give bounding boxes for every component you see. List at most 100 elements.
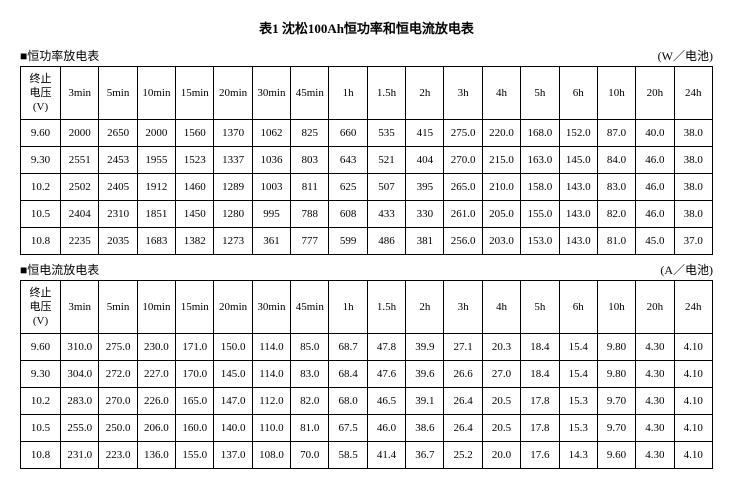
column-header: 20h (636, 281, 674, 334)
data-cell: 58.5 (329, 442, 367, 469)
data-cell: 2453 (99, 147, 137, 174)
column-header: 5min (99, 281, 137, 334)
unit-label: (W／电池) (658, 47, 713, 64)
data-cell: 84.0 (597, 147, 635, 174)
data-cell: 160.0 (176, 415, 214, 442)
data-cell: 40.0 (636, 120, 674, 147)
data-cell: 9.80 (597, 334, 635, 361)
data-cell: 2502 (61, 174, 99, 201)
table-row: 9.60310.0275.0230.0171.0150.0114.085.068… (21, 334, 713, 361)
data-cell: 27.0 (482, 361, 520, 388)
section-label: 恒电流放电表 (20, 261, 99, 278)
data-cell: 38.0 (674, 174, 712, 201)
data-cell: 67.5 (329, 415, 367, 442)
data-cell: 9.60 (597, 442, 635, 469)
data-cell: 226.0 (137, 388, 175, 415)
data-cell: 1523 (176, 147, 214, 174)
data-cell: 381 (406, 228, 444, 255)
data-cell: 25.2 (444, 442, 482, 469)
row-voltage: 10.8 (21, 442, 61, 469)
data-cell: 15.4 (559, 361, 597, 388)
data-cell: 599 (329, 228, 367, 255)
data-cell: 143.0 (559, 174, 597, 201)
data-cell: 1289 (214, 174, 252, 201)
data-cell: 4.30 (636, 442, 674, 469)
table-row: 10.2283.0270.0226.0165.0147.0112.082.068… (21, 388, 713, 415)
data-cell: 36.7 (406, 442, 444, 469)
data-cell: 39.9 (406, 334, 444, 361)
data-cell: 1036 (252, 147, 290, 174)
data-cell: 433 (367, 201, 405, 228)
data-cell: 15.3 (559, 388, 597, 415)
page-title: 表1 沈松100Ah恒功率和恒电流放电表 (20, 18, 713, 37)
row-voltage: 9.60 (21, 334, 61, 361)
data-cell: 1280 (214, 201, 252, 228)
data-cell: 68.4 (329, 361, 367, 388)
data-cell: 777 (291, 228, 329, 255)
data-cell: 625 (329, 174, 367, 201)
data-cell: 1450 (176, 201, 214, 228)
column-header: 2h (406, 67, 444, 120)
column-header: 4h (482, 67, 520, 120)
column-header: 45min (291, 67, 329, 120)
data-cell: 82.0 (597, 201, 635, 228)
row-header-label: 终止电压(V) (21, 67, 61, 120)
data-cell: 395 (406, 174, 444, 201)
data-cell: 17.6 (521, 442, 559, 469)
table-row: 10.2250224051912146012891003811625507395… (21, 174, 713, 201)
data-cell: 20.3 (482, 334, 520, 361)
data-cell: 4.10 (674, 388, 712, 415)
data-cell: 4.10 (674, 334, 712, 361)
column-header: 3min (61, 281, 99, 334)
column-header: 5h (521, 281, 559, 334)
column-header: 3h (444, 281, 482, 334)
data-cell: 81.0 (597, 228, 635, 255)
data-cell: 330 (406, 201, 444, 228)
data-cell: 261.0 (444, 201, 482, 228)
data-cell: 256.0 (444, 228, 482, 255)
data-cell: 203.0 (482, 228, 520, 255)
data-cell: 152.0 (559, 120, 597, 147)
data-cell: 17.8 (521, 415, 559, 442)
data-cell: 38.0 (674, 147, 712, 174)
data-cell: 46.0 (636, 147, 674, 174)
table-section-bar: 恒电流放电表(A／电池) (20, 261, 713, 278)
data-cell: 143.0 (559, 201, 597, 228)
row-voltage: 9.30 (21, 361, 61, 388)
data-cell: 81.0 (291, 415, 329, 442)
data-cell: 1370 (214, 120, 252, 147)
data-cell: 137.0 (214, 442, 252, 469)
data-cell: 255.0 (61, 415, 99, 442)
data-cell: 4.30 (636, 361, 674, 388)
data-cell: 46.0 (367, 415, 405, 442)
data-cell: 4.30 (636, 388, 674, 415)
data-cell: 1273 (214, 228, 252, 255)
column-header: 30min (252, 67, 290, 120)
data-cell: 114.0 (252, 361, 290, 388)
column-header: 3h (444, 67, 482, 120)
table-section-bar: 恒功率放电表(W／电池) (20, 47, 713, 64)
data-cell: 168.0 (521, 120, 559, 147)
data-cell: 163.0 (521, 147, 559, 174)
data-cell: 26.4 (444, 388, 482, 415)
data-cell: 46.0 (636, 174, 674, 201)
data-cell: 304.0 (61, 361, 99, 388)
column-header: 45min (291, 281, 329, 334)
data-cell: 275.0 (99, 334, 137, 361)
data-cell: 45.0 (636, 228, 674, 255)
data-cell: 155.0 (176, 442, 214, 469)
column-header: 15min (176, 281, 214, 334)
data-cell: 20.5 (482, 415, 520, 442)
data-cell: 206.0 (137, 415, 175, 442)
data-cell: 153.0 (521, 228, 559, 255)
data-cell: 660 (329, 120, 367, 147)
column-header: 1h (329, 67, 367, 120)
data-cell: 38.6 (406, 415, 444, 442)
column-header: 24h (674, 67, 712, 120)
column-header: 24h (674, 281, 712, 334)
row-voltage: 10.2 (21, 174, 61, 201)
data-cell: 415 (406, 120, 444, 147)
tables-container: 恒功率放电表(W／电池)终止电压(V)3min5min10min15min20m… (20, 47, 713, 469)
data-cell: 9.70 (597, 388, 635, 415)
data-cell: 20.0 (482, 442, 520, 469)
